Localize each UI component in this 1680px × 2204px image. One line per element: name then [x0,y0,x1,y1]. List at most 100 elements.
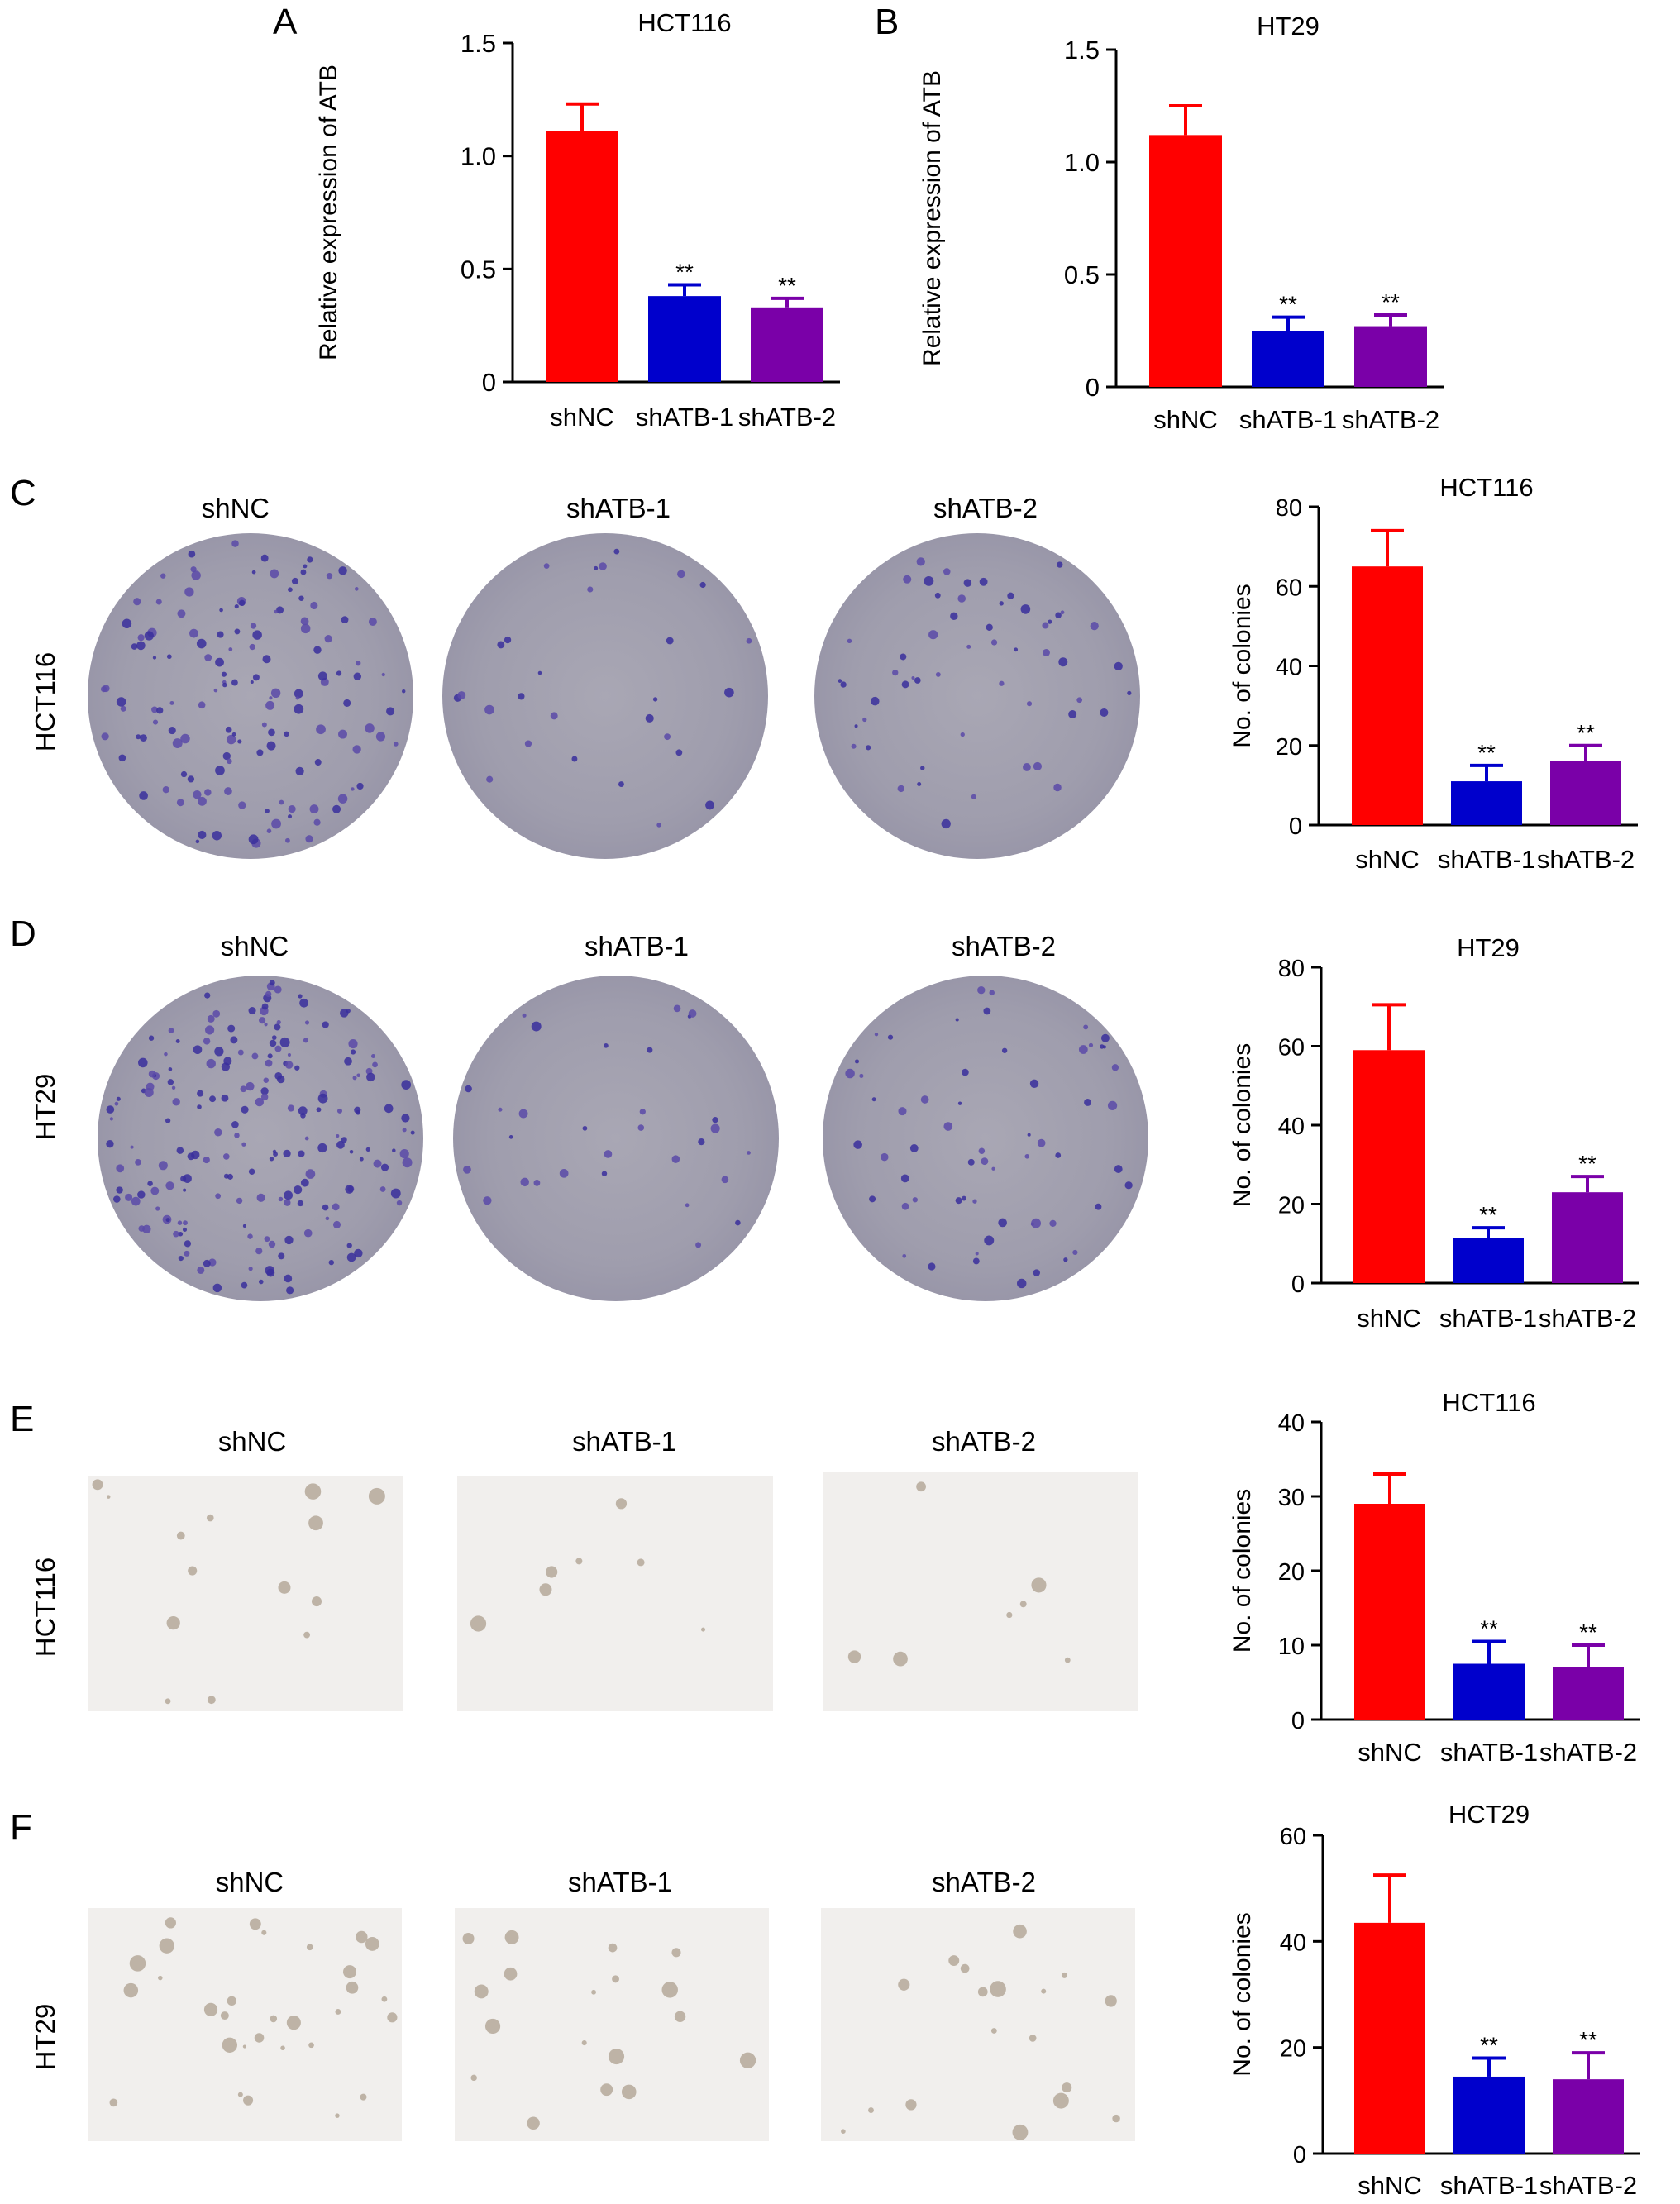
colony-clusters [92,1479,385,1705]
colony-dot [147,1181,153,1186]
colony-dot [344,1057,352,1066]
colony-dot [231,1120,239,1128]
colony-dot [137,1190,146,1199]
colony-cluster [92,1479,103,1491]
colony-dot [212,831,222,841]
colony-cluster [270,2015,278,2023]
colony-clusters [470,1498,706,1632]
colony-dot [1014,647,1019,652]
colony-cluster [1112,2114,1120,2123]
colony-dot [250,680,254,685]
colony-cluster [261,1930,267,1935]
colony-dot [601,1171,608,1176]
colony-dot [260,554,269,562]
colony-dot [847,638,852,644]
colony-cluster [280,2045,285,2051]
colony-dot [287,814,293,819]
colony-cluster [841,2129,846,2134]
colony-dot [261,1003,269,1010]
colony-dot [222,682,227,688]
colony-dot [1024,1154,1030,1159]
colony-dot [203,1038,211,1045]
colony-dot [305,835,313,843]
y-tick-label: 1.0 [461,142,496,171]
colony-cluster [107,1495,111,1499]
colony-dot [911,675,915,680]
y-tick-label: 60 [1278,1035,1305,1061]
colony-cluster [1006,1611,1013,1619]
significance-mark: ** [1480,2033,1498,2058]
colony-dot [326,573,333,580]
colony-dot [354,1248,363,1258]
category-label: shNC [1355,845,1420,874]
colony-dot [350,1049,356,1055]
colony-dot [1001,1047,1008,1053]
colony-dot [298,1150,305,1157]
bar-shatb-1 [1453,1663,1525,1720]
colony-dot [370,1053,376,1059]
colony-dot [294,1065,300,1071]
softagar-field-f-shatb2 [821,1908,1135,2141]
colony-dot [155,599,162,605]
colony-dot [698,1138,705,1146]
colony-dot [721,1176,729,1184]
colony-dot [840,681,847,688]
colony-dot [652,697,658,702]
colony-dot [900,1174,909,1183]
colony-dot [359,1157,364,1162]
colony-dot [1060,610,1065,615]
colony-dot [251,570,256,575]
colony-dot [267,1053,273,1059]
colony-dot [317,1093,328,1104]
colony-dot [260,1093,269,1101]
colony-dot [266,828,272,833]
colony-cluster [381,1996,388,2002]
bar-shatb-1 [1453,1238,1524,1283]
y-tick-label: 60 [1280,1824,1306,1850]
colony-dot [604,1150,613,1158]
colony-dot [322,1204,329,1211]
colony-dot [204,654,212,661]
colony-dot [295,766,304,776]
colony-dot [283,1149,291,1157]
colony-cluster [237,2092,243,2097]
colony-dot [303,1038,308,1043]
colony-dot [165,1181,174,1190]
colony-dot [604,1042,609,1048]
colony-dot [249,643,255,651]
colony-dot [897,785,904,793]
colony-dot [142,1224,151,1234]
chart-d: HT29 No. of colonies 0 20 40 60 80 shNC ** shATB-… [1229,933,1639,1333]
colony-dot [263,1077,270,1083]
colony-dot [1043,648,1050,656]
colony-dot [198,796,207,806]
colony-cluster [1062,2082,1072,2093]
photo-label-f-shatb1: shATB-1 [568,1867,672,1897]
colony-cluster [701,1627,706,1632]
colony-dot [255,1097,265,1107]
colony-dot [518,1109,528,1119]
colony-dot [747,1151,751,1155]
colony-dot [916,557,925,566]
colony-dot [497,641,505,649]
colony-dot [979,577,988,586]
colony-dot [265,990,272,998]
photo-label-d-shatb2: shATB-2 [952,931,1056,961]
colony-dot [705,800,714,810]
colony-dot [205,1025,215,1035]
colony-dot [324,635,332,643]
colony-dot [155,1206,160,1211]
category-label: shATB-1 [636,403,733,432]
colony-dot [337,794,348,804]
colony-cluster [227,1996,236,2006]
colony-dot [238,801,246,809]
y-tick-label: 0.5 [1064,260,1100,289]
colony-cluster [335,2009,341,2015]
significance-mark: ** [1477,740,1496,766]
colony-dot [133,598,141,606]
y-tick-label: 0 [1289,813,1302,840]
colony-dot [291,577,299,584]
colony-dot [599,562,607,570]
colony-dot [351,787,355,791]
colony-dot [214,1128,222,1137]
